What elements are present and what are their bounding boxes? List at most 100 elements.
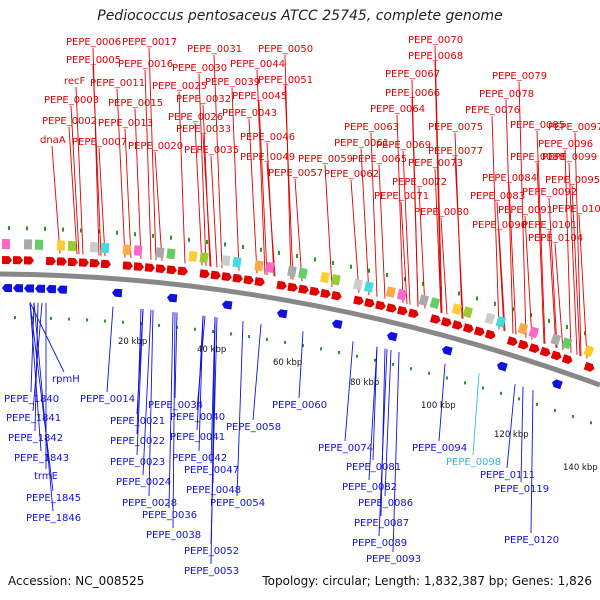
leader-line-reverse <box>33 302 54 512</box>
leader-line-forward <box>213 54 223 269</box>
cog-box <box>451 303 463 315</box>
leader-line-forward <box>124 128 132 258</box>
gene-label-forward: PEPE_0044 <box>230 59 285 70</box>
cog-box <box>89 242 99 253</box>
gene-label-forward: PEPE_0003 <box>44 95 99 106</box>
gene-label-reverse: PEPE_0111 <box>480 470 535 481</box>
gene-label-forward: PEPE_0051 <box>258 75 313 86</box>
leader-line-forward <box>248 118 258 274</box>
tick-mark <box>158 323 160 327</box>
leader-line-reverse <box>172 312 176 529</box>
gene-label-reverse: PEPE_0041 <box>170 432 225 443</box>
forward-gene-arrow <box>353 295 364 306</box>
leader-line-reverse <box>148 309 154 497</box>
gene-label-forward: PEPE_0035 <box>184 145 239 156</box>
leader-line-forward <box>75 86 84 255</box>
forward-gene-arrow <box>221 272 232 282</box>
gene-label-forward: PEPE_0084 <box>482 173 537 184</box>
leader-line-forward <box>194 122 203 266</box>
gene-label-forward: PEPE_0070 <box>408 35 463 46</box>
tick-mark <box>248 335 250 339</box>
leader-line-reverse <box>29 302 65 373</box>
gene-label-forward: PEPE_0071 <box>374 191 429 202</box>
gene-label-forward: PEPE_0031 <box>187 44 242 55</box>
tick-mark <box>314 257 316 262</box>
gene-label-forward: PEPE_0077 <box>428 146 483 157</box>
gene-features <box>1 239 595 390</box>
forward-gene-arrow <box>517 339 529 350</box>
gene-label-reverse: PEPE_0082 <box>342 482 397 493</box>
cog-box <box>221 255 231 267</box>
tick-mark <box>350 264 352 269</box>
leader-line-reverse <box>236 321 244 497</box>
leader-line-reverse <box>530 389 534 534</box>
reverse-gene-arrow <box>35 284 46 293</box>
leader-line-forward <box>198 73 207 267</box>
cog-box <box>363 281 374 293</box>
gene-label-forward: PEPE_0025 <box>152 81 207 92</box>
gene-label-forward: PEPE_0067 <box>385 69 440 80</box>
gene-label-forward: PEPE_0033 <box>176 124 231 135</box>
gene-label-forward: PEPE_0016 <box>118 59 173 70</box>
gene-label-forward: PEPE_0096 <box>538 139 593 150</box>
leader-line-reverse <box>136 308 142 435</box>
leader-line-forward <box>508 183 517 335</box>
leader-line-forward <box>434 45 443 314</box>
forward-gene-arrow <box>67 257 78 267</box>
tick-mark <box>116 230 118 235</box>
gene-label-reverse: PEPE_0086 <box>358 498 413 509</box>
leader-line-reverse <box>196 315 206 411</box>
cog-box <box>1 239 11 250</box>
forward-gene-arrow <box>12 256 23 265</box>
scale-label: 60 kbp <box>273 358 302 368</box>
cog-box <box>517 322 529 335</box>
forward-gene-arrow <box>550 350 562 361</box>
forward-gene-arrow <box>440 317 452 327</box>
cog-box <box>287 265 297 277</box>
gene-label-forward: PEPE_0097 <box>548 122 600 133</box>
gene-label-forward: PEPE_0039 <box>205 77 260 88</box>
reverse-gene-arrow <box>13 284 24 293</box>
tick-mark <box>194 327 196 331</box>
leader-line-forward <box>571 185 581 356</box>
forward-gene-arrow <box>23 256 34 265</box>
gene-label-reverse: PEPE_0060 <box>272 400 327 411</box>
tick-mark <box>50 316 52 320</box>
leader-line-forward <box>324 164 333 288</box>
leader-line-reverse <box>34 302 39 432</box>
leader-line-reverse <box>344 341 354 442</box>
leader-line-forward <box>231 87 240 271</box>
scale-label: 120 kbp <box>494 430 529 440</box>
leader-line-forward <box>178 91 186 264</box>
gene-label-reverse: PEPE_1842 <box>8 433 63 444</box>
leader-line-forward <box>370 132 378 297</box>
cog-box <box>265 261 275 274</box>
tick-mark <box>338 350 340 354</box>
tick-mark <box>62 227 64 232</box>
gene-label-reverse: PEPE_0034 <box>148 400 203 411</box>
tick-mark <box>566 324 568 329</box>
forward-gene-arrow <box>561 354 573 365</box>
tick-mark <box>428 371 430 375</box>
gene-label-forward: PEPE_0057 <box>268 168 323 179</box>
gene-label-reverse: PEPE_0119 <box>494 484 549 495</box>
gene-label-reverse: PEPE_0042 <box>172 453 227 464</box>
tick-mark <box>422 281 424 286</box>
gene-labels: PEPE_0006 PEPE_0017 PEPE_0031 PEPE_0050 PEPE… <box>4 35 600 577</box>
leader-line-reverse <box>472 373 480 456</box>
leader-line-forward <box>256 69 266 275</box>
gene-label-reverse: PEPE_0021 <box>110 416 165 427</box>
leader-line-forward <box>536 130 546 344</box>
leader-line-forward <box>116 88 126 258</box>
cog-box <box>495 315 507 328</box>
cog-box <box>320 271 330 284</box>
tick-mark <box>98 229 100 234</box>
leader-line-reverse <box>392 351 400 553</box>
genome-info-text: Topology: circular; Length: 1,832,387 bp… <box>262 574 592 588</box>
tick-mark <box>446 376 448 380</box>
tick-mark <box>86 318 88 322</box>
tick-mark <box>482 386 484 390</box>
tick-mark <box>44 226 46 231</box>
tick-mark <box>230 332 232 336</box>
tick-mark <box>548 318 550 323</box>
